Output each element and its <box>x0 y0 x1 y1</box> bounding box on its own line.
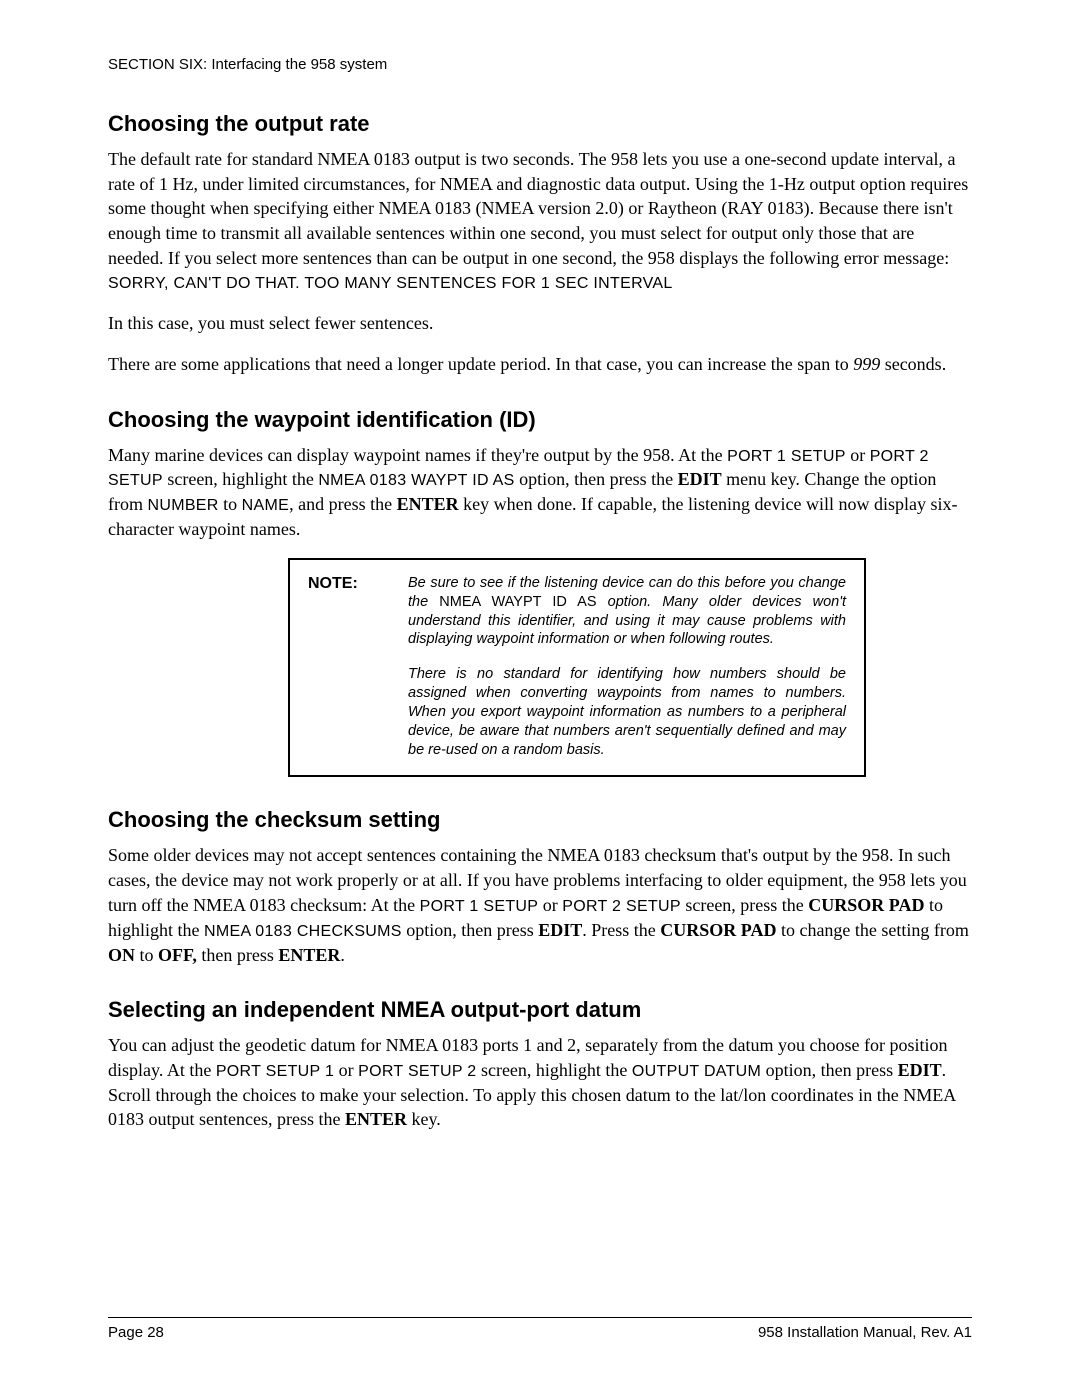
para-s4-p1: You can adjust the geodetic datum for NM… <box>108 1033 972 1132</box>
para-s1-p1: The default rate for standard NMEA 0183 … <box>108 147 972 295</box>
setting-off: OFF, <box>158 945 197 965</box>
setting-on: ON <box>108 945 135 965</box>
text: Many marine devices can display waypoint… <box>108 445 727 465</box>
text: option, then press the <box>515 469 678 489</box>
note-label: NOTE: <box>308 574 408 760</box>
key-cursor-pad: CURSOR PAD <box>808 895 924 915</box>
ui-label: NMEA WAYPT ID AS <box>439 594 596 610</box>
text: seconds. <box>880 354 946 374</box>
key-enter: ENTER <box>397 494 459 514</box>
para-s1-p3: There are some applications that need a … <box>108 352 972 377</box>
ui-label: PORT SETUP 1 <box>216 1063 334 1080</box>
key-edit: EDIT <box>678 469 722 489</box>
text: to change the setting from <box>776 920 968 940</box>
text: to <box>135 945 158 965</box>
note-p1: Be sure to see if the listening device c… <box>408 574 846 649</box>
key-enter: ENTER <box>278 945 340 965</box>
footer-page-number: Page 28 <box>108 1324 164 1341</box>
key-edit: EDIT <box>538 920 582 940</box>
text: There are some applications that need a … <box>108 354 853 374</box>
text: then press <box>197 945 278 965</box>
page-footer: Page 28 958 Installation Manual, Rev. A1 <box>108 1317 972 1341</box>
text: or <box>334 1060 358 1080</box>
heading-output-rate: Choosing the output rate <box>108 111 972 137</box>
heading-output-datum: Selecting an independent NMEA output-por… <box>108 997 972 1023</box>
text: screen, highlight the <box>163 469 318 489</box>
para-s1-p2: In this case, you must select fewer sent… <box>108 311 972 336</box>
text: . <box>340 945 345 965</box>
text: option, then press <box>761 1060 898 1080</box>
note-content: Be sure to see if the listening device c… <box>408 574 846 760</box>
ui-label: NMEA 0183 WAYPT ID AS <box>318 472 514 489</box>
page-content: SECTION SIX: Interfacing the 958 system … <box>0 0 1080 1132</box>
text: or <box>538 895 562 915</box>
key-cursor-pad: CURSOR PAD <box>660 920 776 940</box>
text: , and press the <box>289 494 396 514</box>
text: screen, highlight the <box>476 1060 631 1080</box>
ui-label: PORT 1 SETUP <box>727 448 846 465</box>
ui-label: NUMBER <box>148 497 219 514</box>
ui-label: NMEA 0183 CHECKSUMS <box>204 923 402 940</box>
text: screen, press the <box>681 895 808 915</box>
footer-manual-ref: 958 Installation Manual, Rev. A1 <box>758 1324 972 1341</box>
note-p2: There is no standard for identifying how… <box>408 665 846 759</box>
ui-label: PORT SETUP 2 <box>358 1063 476 1080</box>
heading-waypoint-id: Choosing the waypoint identification (ID… <box>108 407 972 433</box>
key-enter: ENTER <box>345 1109 407 1129</box>
ui-label: OUTPUT DATUM <box>632 1063 761 1080</box>
para-s3-p1: Some older devices may not accept senten… <box>108 843 972 967</box>
ui-label: PORT 1 SETUP <box>420 898 539 915</box>
note-box: NOTE: Be sure to see if the listening de… <box>288 558 866 778</box>
heading-checksum: Choosing the checksum setting <box>108 807 972 833</box>
text: . Press the <box>582 920 660 940</box>
section-header: SECTION SIX: Interfacing the 958 system <box>108 56 972 73</box>
text: key. <box>407 1109 441 1129</box>
key-edit: EDIT <box>898 1060 942 1080</box>
ui-label: NAME <box>242 497 289 514</box>
text: option, then press <box>402 920 539 940</box>
text: The default rate for standard NMEA 0183 … <box>108 149 968 268</box>
ui-label: PORT 2 SETUP <box>562 898 681 915</box>
value-999: 999 <box>853 354 880 374</box>
error-message: SORRY, CAN'T DO THAT. TOO MANY SENTENCES… <box>108 275 673 292</box>
text: or <box>846 445 870 465</box>
text: to <box>219 494 242 514</box>
para-s2-p1: Many marine devices can display waypoint… <box>108 443 972 542</box>
